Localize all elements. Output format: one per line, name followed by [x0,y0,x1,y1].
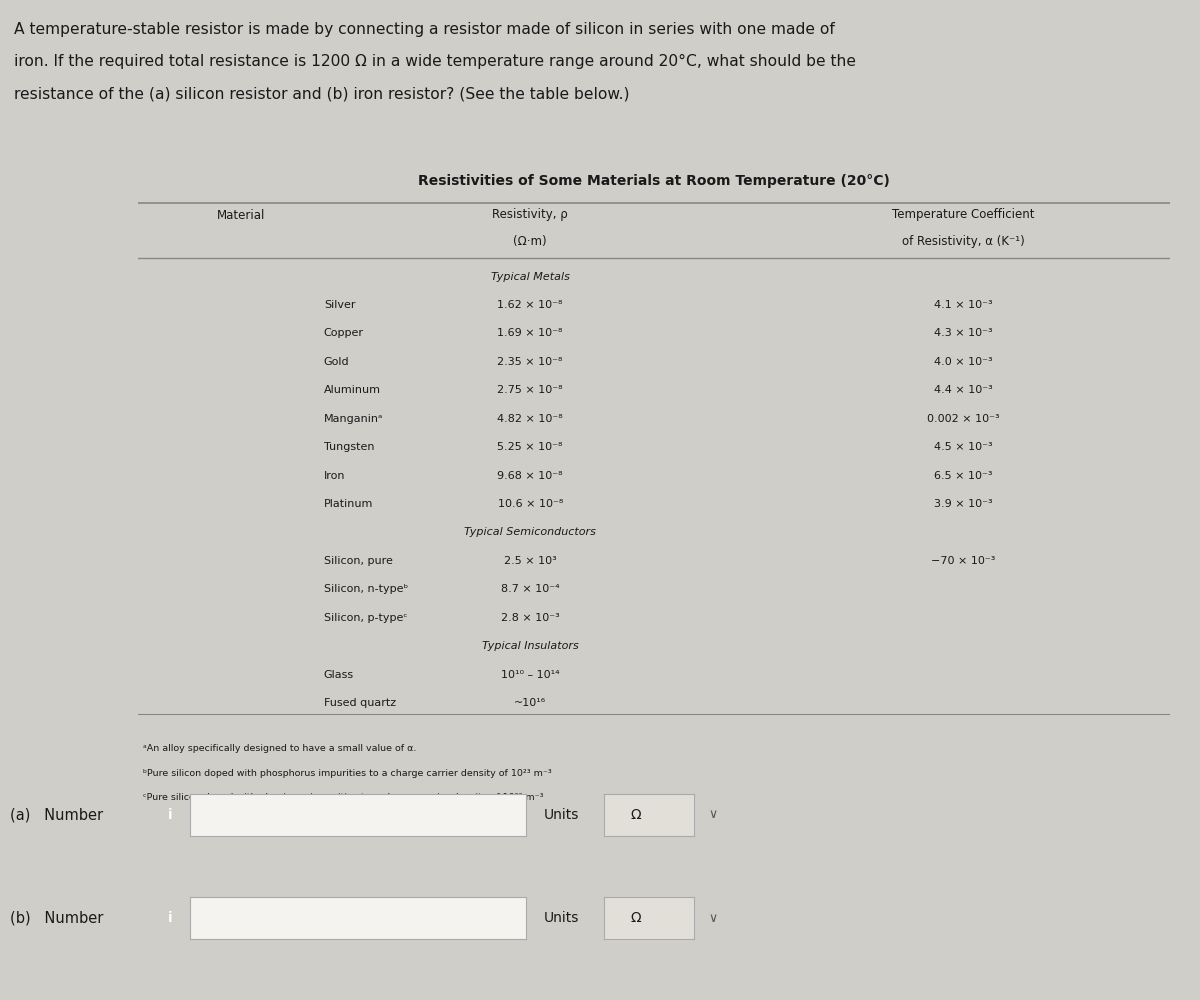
Text: Silicon, p-typeᶜ: Silicon, p-typeᶜ [324,613,407,623]
Text: 10.6 × 10⁻⁸: 10.6 × 10⁻⁸ [498,499,563,509]
Text: ∨: ∨ [708,808,718,822]
Text: resistance of the (a) silicon resistor and (b) iron resistor? (See the table bel: resistance of the (a) silicon resistor a… [14,86,630,101]
Text: 1.69 × 10⁻⁸: 1.69 × 10⁻⁸ [498,328,563,338]
Text: Fused quartz: Fused quartz [324,698,396,708]
Text: (b)   Number: (b) Number [10,910,103,926]
Text: (Ω·m): (Ω·m) [514,235,547,248]
Text: Material: Material [217,209,265,222]
Text: Copper: Copper [324,328,364,338]
Text: Resistivities of Some Materials at Room Temperature (20°C): Resistivities of Some Materials at Room … [418,174,890,188]
Text: 4.5 × 10⁻³: 4.5 × 10⁻³ [935,442,992,452]
Text: Resistivity, ρ: Resistivity, ρ [492,208,568,221]
Text: 4.82 × 10⁻⁸: 4.82 × 10⁻⁸ [497,414,563,424]
Text: Platinum: Platinum [324,499,373,509]
Text: ∨: ∨ [708,912,718,924]
Text: Typical Insulators: Typical Insulators [481,641,578,651]
Text: 4.0 × 10⁻³: 4.0 × 10⁻³ [935,357,992,367]
Text: Typical Metals: Typical Metals [491,272,570,282]
Text: i: i [168,911,173,925]
Text: Ω: Ω [631,808,641,822]
Text: Gold: Gold [324,357,349,367]
Text: 3.9 × 10⁻³: 3.9 × 10⁻³ [935,499,992,509]
Text: 2.35 × 10⁻⁸: 2.35 × 10⁻⁸ [498,357,563,367]
Text: Ω: Ω [631,911,641,925]
Text: Units: Units [544,911,578,925]
Text: of Resistivity, α (K⁻¹): of Resistivity, α (K⁻¹) [902,235,1025,248]
Text: 4.1 × 10⁻³: 4.1 × 10⁻³ [935,300,992,310]
Text: Tungsten: Tungsten [324,442,374,452]
Text: 5.25 × 10⁻⁸: 5.25 × 10⁻⁸ [498,442,563,452]
Text: Units: Units [544,808,578,822]
Text: 2.75 × 10⁻⁸: 2.75 × 10⁻⁸ [498,385,563,395]
Text: iron. If the required total resistance is 1200 Ω in a wide temperature range aro: iron. If the required total resistance i… [14,54,857,69]
Text: 9.68 × 10⁻⁸: 9.68 × 10⁻⁸ [498,471,563,481]
Text: 4.4 × 10⁻³: 4.4 × 10⁻³ [935,385,992,395]
Text: Typical Semiconductors: Typical Semiconductors [464,527,596,537]
Text: ᵇPure silicon doped with phosphorus impurities to a charge carrier density of 10: ᵇPure silicon doped with phosphorus impu… [143,769,552,778]
Text: ᵃAn alloy specifically designed to have a small value of α.: ᵃAn alloy specifically designed to have … [143,744,416,753]
Text: i: i [168,808,173,822]
Text: ~10¹⁶: ~10¹⁶ [514,698,546,708]
Text: 4.3 × 10⁻³: 4.3 × 10⁻³ [935,328,992,338]
Text: Manganinᵃ: Manganinᵃ [324,414,383,424]
Text: Temperature Coefficient: Temperature Coefficient [893,208,1034,221]
Text: Aluminum: Aluminum [324,385,380,395]
Text: 0.002 × 10⁻³: 0.002 × 10⁻³ [928,414,1000,424]
Text: Iron: Iron [324,471,346,481]
Text: (a)   Number: (a) Number [10,808,103,822]
Text: 2.5 × 10³: 2.5 × 10³ [504,556,557,566]
Text: Silicon, n-typeᵇ: Silicon, n-typeᵇ [324,584,408,594]
Text: 8.7 × 10⁻⁴: 8.7 × 10⁻⁴ [500,584,559,594]
Text: 1.62 × 10⁻⁸: 1.62 × 10⁻⁸ [498,300,563,310]
Text: 6.5 × 10⁻³: 6.5 × 10⁻³ [935,471,992,481]
Text: 2.8 × 10⁻³: 2.8 × 10⁻³ [500,613,559,623]
Text: Silicon, pure: Silicon, pure [324,556,392,566]
Text: A temperature-stable resistor is made by connecting a resistor made of silicon i: A temperature-stable resistor is made by… [14,22,835,37]
Text: 10¹⁰ – 10¹⁴: 10¹⁰ – 10¹⁴ [500,670,559,680]
Text: Glass: Glass [324,670,354,680]
Text: −70 × 10⁻³: −70 × 10⁻³ [931,556,996,566]
Text: Silver: Silver [324,300,355,310]
Text: ᶜPure silicon doped with aluminum impurities to a charge carrier density of 10²³: ᶜPure silicon doped with aluminum impuri… [143,793,544,802]
